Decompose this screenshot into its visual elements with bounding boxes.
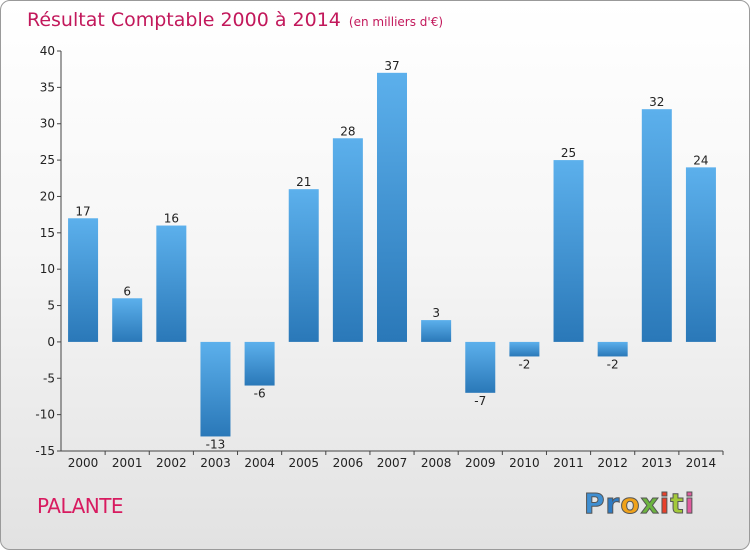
logo-letter: r — [605, 487, 621, 521]
x-tick-label-2002: 2002 — [156, 456, 187, 470]
data-label-2001: 6 — [123, 284, 131, 298]
x-tick-label-2014: 2014 — [686, 456, 717, 470]
data-label-2000: 17 — [75, 204, 90, 218]
x-tick-label-2005: 2005 — [288, 456, 319, 470]
data-label-2002: 16 — [164, 212, 179, 226]
bar-2004 — [244, 341, 275, 386]
x-tick-label-2010: 2010 — [509, 456, 540, 470]
bar-2009 — [465, 341, 496, 393]
bar-2010 — [509, 341, 540, 357]
x-tick-label-2013: 2013 — [642, 456, 673, 470]
location-name: PALANTE — [37, 494, 124, 518]
data-label-2009: -7 — [474, 394, 486, 408]
y-tick-label: 30 — [40, 117, 55, 131]
bar-2003 — [200, 341, 231, 437]
data-label-2011: 25 — [561, 146, 576, 160]
x-tick-label-2004: 2004 — [244, 456, 275, 470]
chart-unit-label: (en milliers d'€) — [348, 15, 444, 29]
chart-title: Résultat Comptable 2000 à 2014 (en millie… — [27, 9, 443, 31]
y-tick-label: 35 — [40, 80, 55, 94]
y-tick-label: 5 — [47, 299, 55, 313]
x-tick-label-2001: 2001 — [112, 456, 143, 470]
y-tick-label: 15 — [40, 226, 55, 240]
x-tick-label-2007: 2007 — [377, 456, 408, 470]
logo-letter: i — [684, 487, 696, 521]
x-tick-label-2009: 2009 — [465, 456, 496, 470]
data-label-2005: 21 — [296, 175, 311, 189]
data-label-2014: 24 — [693, 153, 708, 167]
y-tick-label: -10 — [35, 408, 55, 422]
x-tick-label-2008: 2008 — [421, 456, 452, 470]
data-label-2004: -6 — [254, 387, 266, 401]
logo-letter: P — [584, 487, 606, 521]
x-tick-label-2011: 2011 — [553, 456, 584, 470]
y-tick-label: 40 — [40, 44, 55, 58]
data-label-2013: 32 — [649, 95, 664, 109]
data-label-2003: -13 — [206, 437, 226, 451]
bar-2013 — [641, 109, 672, 342]
data-label-2008: 3 — [432, 306, 440, 320]
y-tick-label: 25 — [40, 153, 55, 167]
data-label-2010: -2 — [518, 357, 530, 371]
y-tick-label: -15 — [35, 444, 55, 458]
data-label-2006: 28 — [340, 124, 355, 138]
bar-2008 — [421, 320, 452, 342]
y-tick-label: 0 — [47, 335, 55, 349]
x-tick-label-2006: 2006 — [333, 456, 364, 470]
y-tick-label: 10 — [40, 262, 55, 276]
x-tick-label-2000: 2000 — [68, 456, 99, 470]
bar-2007 — [377, 72, 407, 342]
proxiti-logo: Proxiti — [584, 487, 696, 521]
chart-title-text: Résultat Comptable 2000 à 2014 — [27, 9, 341, 31]
y-tick-label: -5 — [43, 371, 55, 385]
data-label-2007: 37 — [384, 59, 399, 73]
bar-2002 — [156, 225, 187, 342]
logo-letter: x — [640, 487, 660, 521]
bar-2001 — [112, 298, 143, 342]
bar-2005 — [288, 189, 319, 342]
bar-2000 — [68, 218, 99, 342]
bar-2011 — [553, 160, 584, 342]
logo-letter: i — [659, 487, 671, 521]
logo-letter: o — [620, 487, 641, 521]
data-label-2012: -2 — [607, 357, 619, 371]
x-tick-label-2012: 2012 — [597, 456, 628, 470]
bar-2014 — [685, 167, 716, 342]
bar-2006 — [332, 138, 363, 342]
x-tick-label-2003: 2003 — [200, 456, 231, 470]
bar-2012 — [597, 341, 628, 357]
logo-letter: t — [670, 487, 685, 521]
y-tick-label: 20 — [40, 189, 55, 203]
